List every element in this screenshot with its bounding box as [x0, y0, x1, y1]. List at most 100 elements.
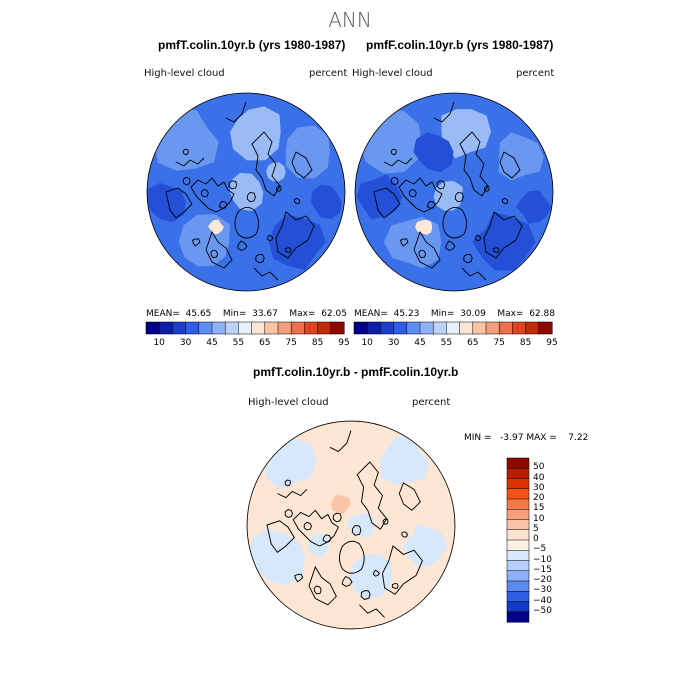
- contour-region: [230, 106, 281, 161]
- island-outline: [408, 189, 417, 198]
- colorbar-tick-label: 55: [232, 338, 245, 348]
- panel-1-mean-value: 45.65: [185, 309, 212, 319]
- coastline: [291, 151, 313, 179]
- colorbar-swatch: [506, 560, 530, 572]
- coastline: [459, 131, 489, 197]
- colorbar-swatch: [506, 509, 530, 521]
- island-outline: [418, 249, 427, 259]
- colorbar-swatch: [419, 321, 434, 335]
- colorbar-tick-label: 65: [259, 338, 271, 348]
- island-outline: [191, 238, 201, 247]
- island-outline: [276, 185, 282, 192]
- colorbar-swatch: [353, 321, 368, 335]
- colorbar-swatch: [506, 591, 530, 603]
- colorbar-tick-label: −30: [533, 585, 552, 596]
- island-outline: [237, 240, 248, 251]
- colorbar-tick-label: 30: [533, 482, 545, 493]
- coastline: [398, 482, 421, 511]
- island-outline: [341, 575, 353, 587]
- colorbar-swatch: [459, 321, 474, 335]
- panel-2-colorbar: [353, 321, 553, 335]
- colorbar-swatch: [393, 321, 408, 335]
- panel-2-max-value: 62.88: [529, 309, 555, 319]
- contour-region: [208, 219, 224, 235]
- coastline: [266, 520, 295, 553]
- colorbar-swatch: [506, 611, 530, 623]
- panel-2-max-label: Max=: [497, 309, 524, 319]
- colorbar-swatch: [506, 529, 530, 541]
- panel-2-mean-value: 45.23: [393, 309, 420, 319]
- island-outline: [391, 583, 399, 589]
- colorbar-swatch: [432, 321, 447, 335]
- coastline: [175, 157, 205, 167]
- coastline: [205, 230, 233, 269]
- panel-1-min-label: Min=: [222, 309, 247, 319]
- coastlines: [165, 101, 315, 281]
- diff-min-label: MIN =: [464, 433, 492, 443]
- diff-panel-subtitle: pmfT.colin.10yr.b - pmfF.colin.10yr.b: [253, 365, 459, 379]
- coastline: [308, 565, 337, 606]
- panel-1-subtitle: pmfT.colin.10yr.b (yrs 1980-1987): [158, 38, 346, 52]
- coastline: [359, 604, 385, 618]
- colorbar-swatch: [224, 321, 239, 335]
- colorbar-tick-label: 75: [493, 338, 505, 348]
- contour-region: [349, 554, 393, 599]
- colorbar-swatch: [406, 321, 421, 335]
- island-outline: [382, 518, 389, 525]
- contour-region: [356, 174, 403, 220]
- colorbar-tick-label: 50: [533, 462, 545, 473]
- island-outline: [182, 148, 189, 156]
- island-outline: [390, 148, 397, 156]
- colorbar-tick-label: 85: [311, 338, 324, 348]
- island-outline: [303, 521, 312, 531]
- colorbar-tick-label: −15: [533, 564, 552, 575]
- island-outline: [484, 185, 490, 192]
- panel-1-stats: MEAN= 45.65 Min= 33.67 Max= 62.05: [146, 309, 347, 319]
- panel-2-units-label: percent: [516, 68, 555, 79]
- colorbar-swatch: [472, 321, 487, 335]
- diff-colorbar-ticks: 50 40 30 20 15 10 5 0 −5 −10 −15 −20 −30 −40 −50: [533, 458, 573, 622]
- island-outline: [210, 249, 219, 259]
- colorbar-swatch: [538, 321, 553, 335]
- colorbar-swatch: [185, 321, 200, 335]
- colorbar-swatch: [512, 321, 527, 335]
- colorbar-tick-label: 10: [361, 338, 373, 348]
- island-outline: [351, 525, 362, 536]
- colorbar-swatch: [485, 321, 500, 335]
- colorbar-swatch: [506, 498, 530, 510]
- island-outline: [218, 200, 228, 209]
- colorbar-tick-label: 5: [533, 523, 539, 534]
- panel-2-variable-label: High-level cloud: [352, 68, 433, 79]
- island-outline: [474, 234, 482, 242]
- colorbar-swatch: [198, 321, 213, 335]
- panel-1-units-label: percent: [309, 68, 348, 79]
- panel-2-mean-label: MEAN=: [354, 309, 388, 319]
- coastline: [398, 177, 443, 213]
- figure-title: ANN: [328, 8, 372, 32]
- colorbar-swatch: [506, 519, 530, 531]
- island-outline: [294, 573, 304, 583]
- contour-region: [516, 190, 552, 224]
- coastline: [483, 211, 523, 259]
- coastline: [277, 488, 308, 499]
- colorbar-swatch: [290, 321, 305, 335]
- map-border: [354, 92, 554, 292]
- panel-1-variable-label: High-level cloud: [144, 68, 225, 79]
- island-outline: [360, 590, 371, 600]
- contour-region: [248, 528, 306, 586]
- coastline: [338, 540, 365, 574]
- map-border: [146, 92, 346, 292]
- colorbar-tick-label: 45: [414, 338, 426, 348]
- island-outline: [284, 479, 291, 487]
- coastline: [461, 267, 487, 281]
- coastlines: [266, 430, 423, 618]
- colorbar-swatch: [304, 321, 319, 335]
- colorbar-tick-label: −20: [533, 575, 552, 585]
- colorbar-tick-label: 65: [467, 338, 479, 348]
- contour-region: [330, 494, 351, 514]
- colorbar-swatch: [264, 321, 279, 335]
- coastline: [499, 151, 521, 179]
- panel-1-colorbar-ticks: 10 30 45 55 65 75 85 95: [146, 338, 349, 350]
- diff-panel-units-label: percent: [412, 397, 451, 408]
- island-outline: [445, 240, 456, 251]
